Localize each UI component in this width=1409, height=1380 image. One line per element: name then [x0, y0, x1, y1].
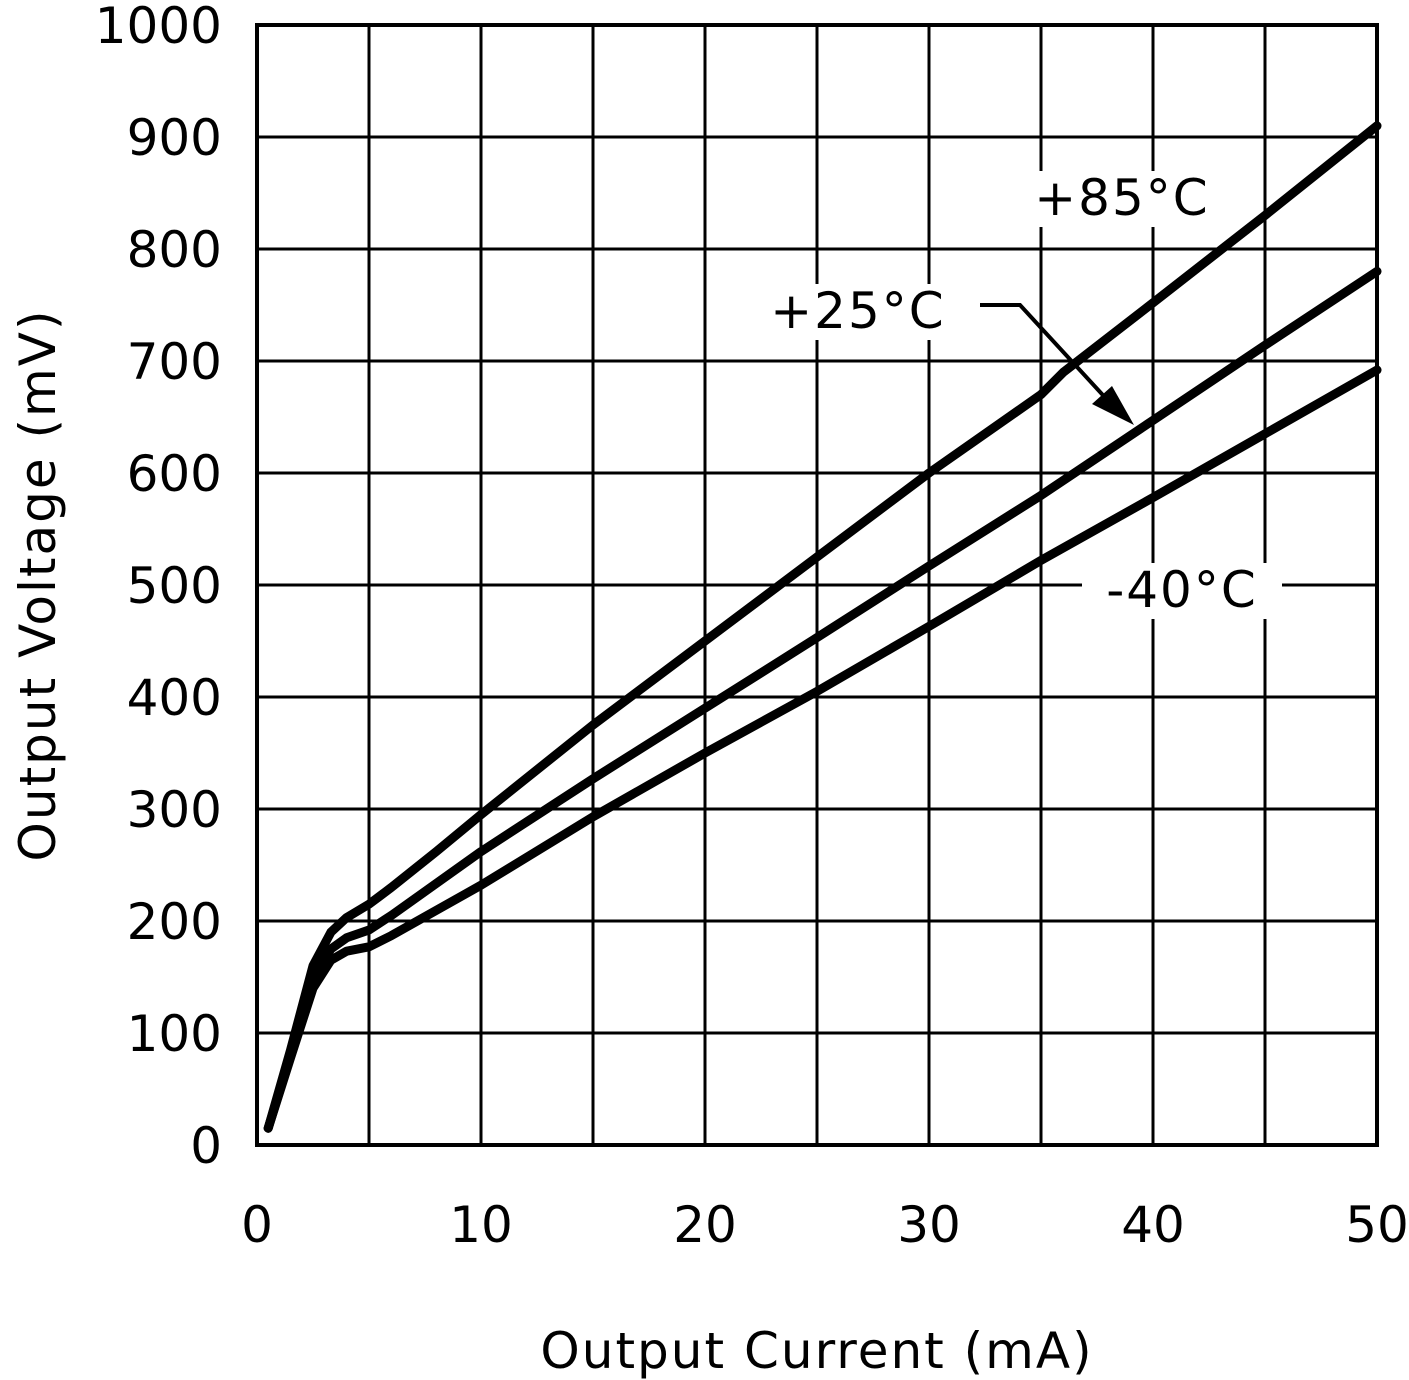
x-tick-label: 0 — [241, 1196, 273, 1254]
series-line-2 — [263, 365, 1382, 1133]
y-tick-label: 500 — [127, 557, 222, 615]
x-tick-label: 30 — [897, 1196, 961, 1254]
y-tick-label: 900 — [127, 109, 222, 167]
x-tick-label: 20 — [673, 1196, 737, 1254]
y-tick-label: 800 — [127, 221, 222, 279]
x-tick-label: 10 — [449, 1196, 513, 1254]
plot-frame — [255, 23, 1379, 1147]
series-label-2: -40°C — [1106, 561, 1258, 619]
series-label-1: +25°C — [770, 282, 945, 340]
y-tick-label: 600 — [127, 445, 222, 503]
y-axis-label: Output Voltage (mV) — [9, 309, 67, 862]
y-tick-label: 300 — [127, 781, 222, 839]
pointer-arrowhead — [1092, 386, 1134, 425]
y-tick-label: 700 — [127, 333, 222, 391]
series-label-bg-0 — [1022, 171, 1222, 227]
series-label-pointer — [980, 303, 1114, 407]
y-tick-label: 1000 — [95, 0, 222, 55]
series-labels: +85°C +25°C -40°C — [758, 169, 1282, 619]
x-tick-label: 40 — [1121, 1196, 1185, 1254]
series-group — [263, 121, 1382, 1133]
series-line-1 — [263, 266, 1382, 1133]
series-line-0 — [263, 121, 1382, 1133]
x-tick-label: 50 — [1345, 1196, 1409, 1254]
y-tick-label: 0 — [190, 1117, 222, 1175]
x-axis-label: Output Current (mA) — [540, 1322, 1093, 1380]
y-tick-label: 400 — [127, 669, 222, 727]
y-tick-labels: 0 100 200 300 400 500 600 700 800 900 1000 — [95, 0, 222, 1175]
y-tick-label: 100 — [127, 1005, 222, 1063]
series-label-bg-2 — [1082, 563, 1282, 619]
y-tick-label: 200 — [127, 893, 222, 951]
x-tick-labels: 0 10 20 30 40 50 — [241, 1196, 1409, 1254]
series-label-0: +85°C — [1034, 169, 1209, 227]
series-label-bg-1 — [758, 284, 958, 340]
